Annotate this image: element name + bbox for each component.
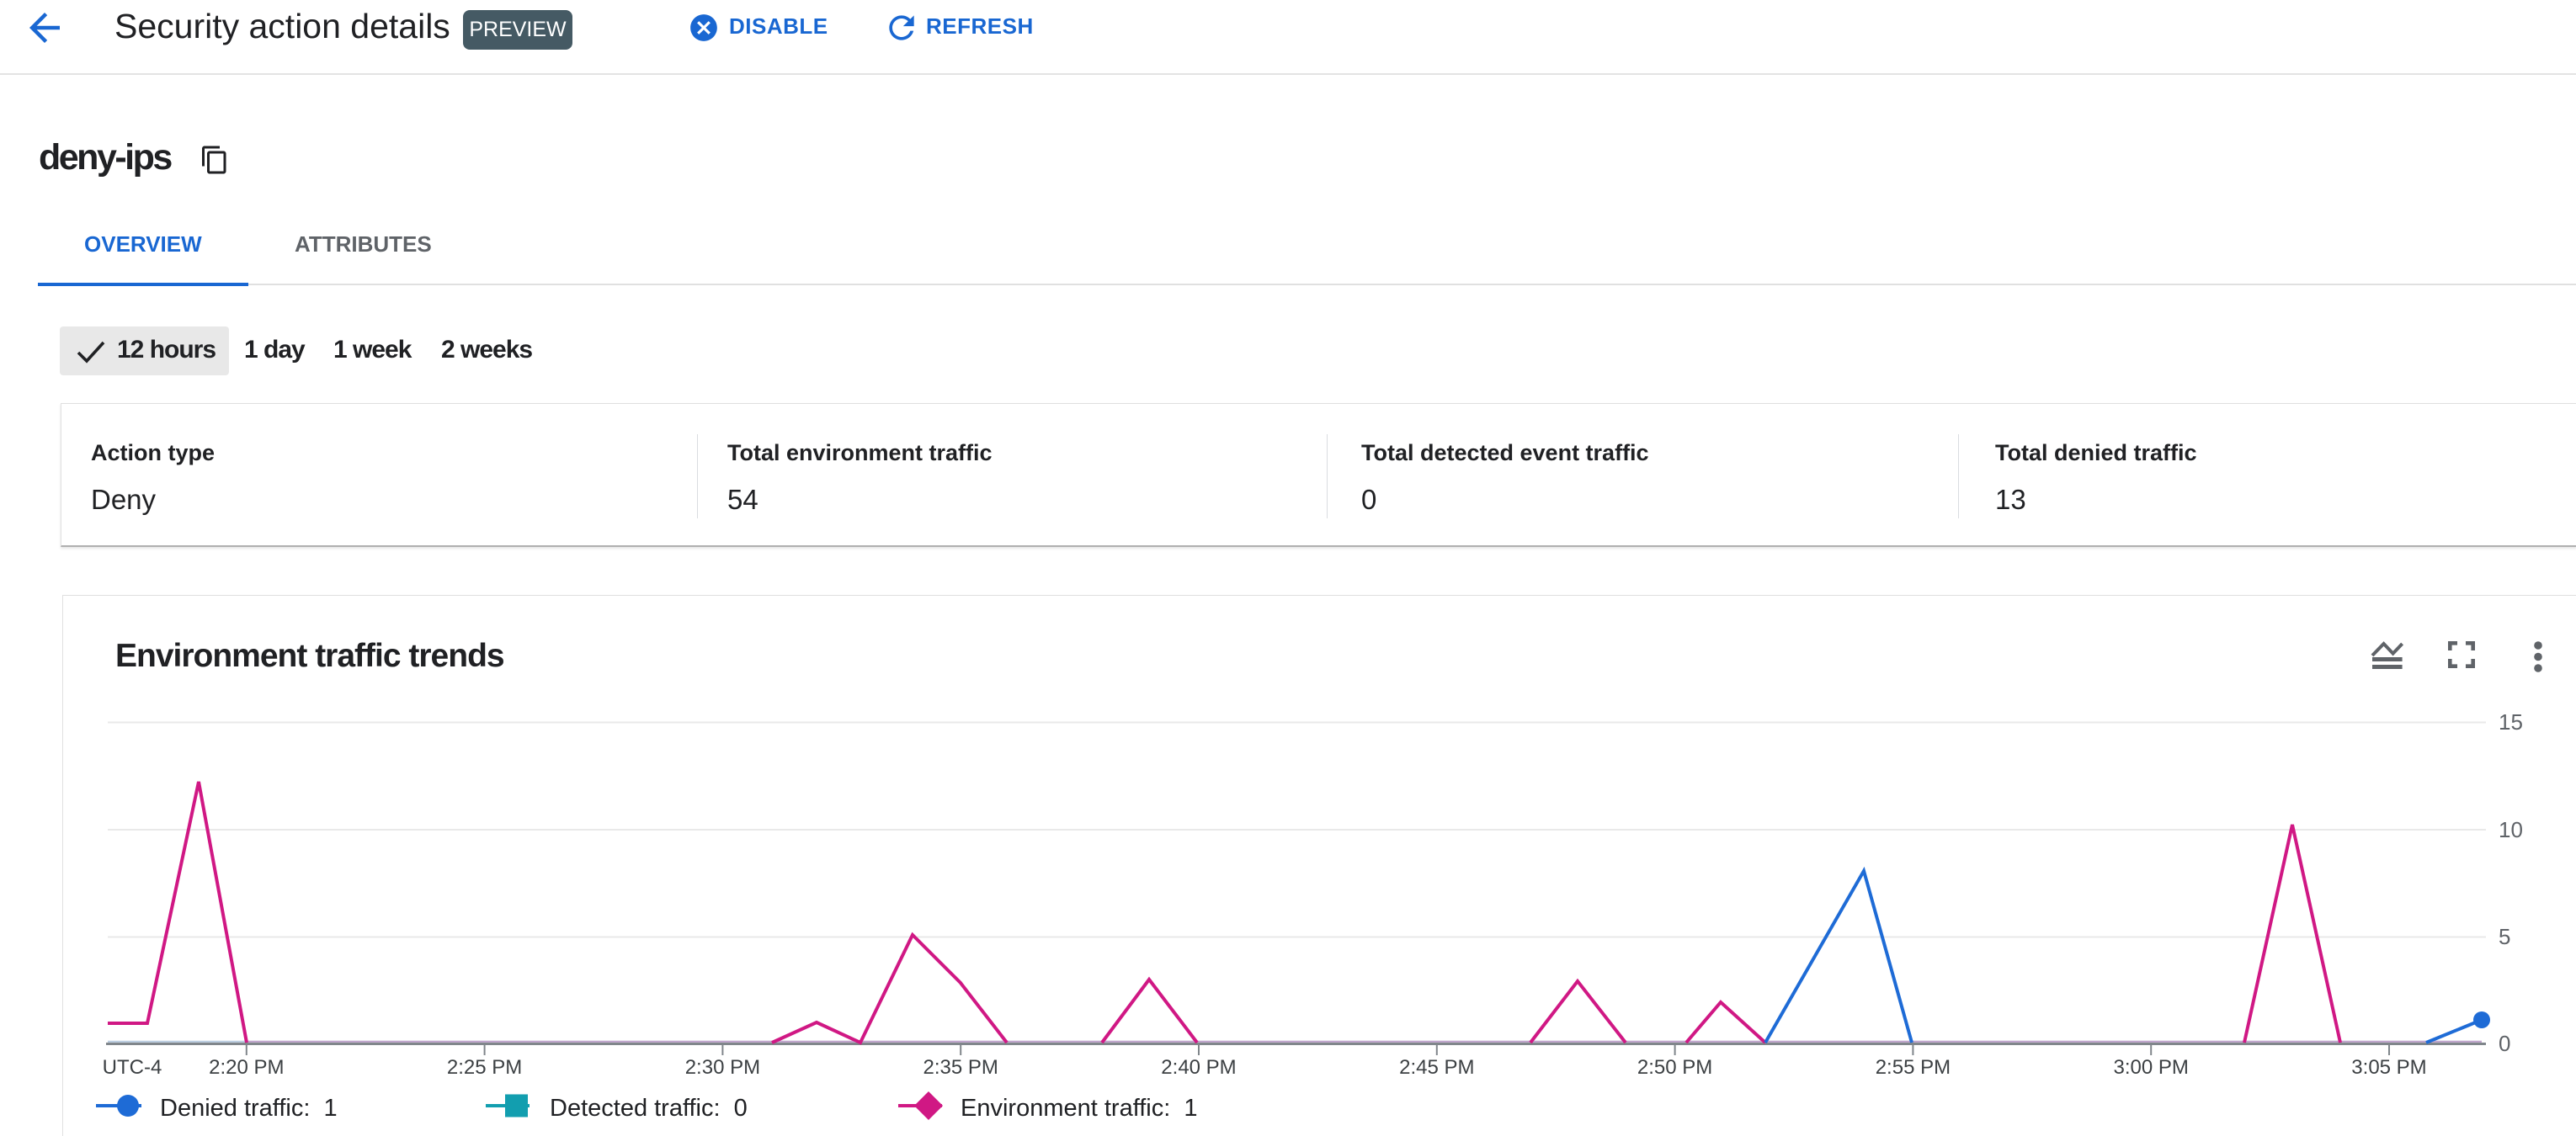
svg-text:Environment traffic: 1: Environment traffic: 1	[961, 1095, 1198, 1122]
svg-text:2:25 PM: 2:25 PM	[447, 1056, 522, 1079]
svg-text:10: 10	[2499, 817, 2523, 842]
svg-text:2:55 PM: 2:55 PM	[1876, 1056, 1951, 1079]
svg-text:3:05 PM: 3:05 PM	[2351, 1056, 2426, 1079]
svg-text:2:40 PM: 2:40 PM	[1161, 1056, 1236, 1079]
svg-text:0: 0	[2499, 1031, 2510, 1056]
svg-text:5: 5	[2499, 924, 2510, 949]
svg-text:Detected traffic: 0: Detected traffic: 0	[550, 1095, 748, 1122]
svg-text:UTC-4: UTC-4	[103, 1056, 162, 1079]
svg-text:3:00 PM: 3:00 PM	[2114, 1056, 2189, 1079]
svg-text:2:50 PM: 2:50 PM	[1637, 1056, 1712, 1079]
svg-text:15: 15	[2499, 709, 2523, 735]
svg-text:2:30 PM: 2:30 PM	[685, 1056, 760, 1079]
svg-text:Denied traffic: 1: Denied traffic: 1	[160, 1095, 338, 1122]
svg-text:2:45 PM: 2:45 PM	[1399, 1056, 1474, 1079]
svg-text:2:35 PM: 2:35 PM	[923, 1056, 998, 1079]
svg-text:2:20 PM: 2:20 PM	[209, 1056, 284, 1079]
